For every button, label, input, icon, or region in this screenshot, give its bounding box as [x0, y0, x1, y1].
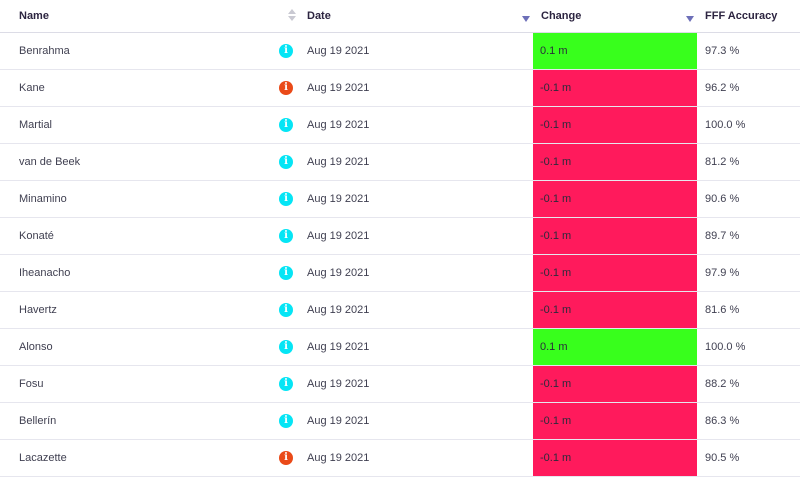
- change-date: Aug 19 2021: [307, 415, 370, 427]
- price-change-value: -0.1 m: [533, 292, 697, 328]
- table-row[interactable]: Martial i Aug 19 2021 -0.1 m 100.0 %: [0, 107, 800, 144]
- fff-accuracy-value: 89.7 %: [705, 230, 740, 242]
- change-date: Aug 19 2021: [307, 267, 370, 279]
- table-row[interactable]: Havertz i Aug 19 2021 -0.1 m 81.6 %: [0, 292, 800, 329]
- table-row[interactable]: Minamino i Aug 19 2021 -0.1 m 90.6 %: [0, 181, 800, 218]
- price-change-value: -0.1 m: [533, 218, 697, 254]
- fff-accuracy-value: 100.0 %: [705, 119, 746, 131]
- sort-descending-icon[interactable]: [522, 16, 530, 22]
- change-date: Aug 19 2021: [307, 452, 370, 464]
- column-header-change[interactable]: Change: [541, 10, 582, 22]
- sort-both-icon[interactable]: [287, 9, 297, 23]
- info-cyan-icon[interactable]: i: [279, 44, 293, 58]
- player-name[interactable]: Lacazette: [19, 452, 67, 464]
- change-date: Aug 19 2021: [307, 156, 370, 168]
- price-change-value: -0.1 m: [533, 255, 697, 291]
- fff-accuracy-value: 90.5 %: [705, 452, 740, 464]
- price-change-value: -0.1 m: [533, 70, 697, 106]
- change-date: Aug 19 2021: [307, 230, 370, 242]
- player-name[interactable]: Havertz: [19, 304, 57, 316]
- table-row[interactable]: Bellerín i Aug 19 2021 -0.1 m 86.3 %: [0, 403, 800, 440]
- info-cyan-icon[interactable]: i: [279, 266, 293, 280]
- player-name[interactable]: Alonso: [19, 341, 53, 353]
- table-header: Name Date Change FFF Accuracy: [0, 0, 800, 33]
- price-change-value: -0.1 m: [533, 107, 697, 143]
- price-change-value: -0.1 m: [533, 181, 697, 217]
- player-name[interactable]: Fosu: [19, 378, 44, 390]
- player-name[interactable]: Iheanacho: [19, 267, 71, 279]
- player-name[interactable]: Bellerín: [19, 415, 57, 427]
- sort-descending-icon[interactable]: [686, 16, 694, 22]
- price-change-value: -0.1 m: [533, 144, 697, 180]
- column-header-name[interactable]: Name: [19, 10, 49, 22]
- change-date: Aug 19 2021: [307, 82, 370, 94]
- fff-accuracy-value: 90.6 %: [705, 193, 740, 205]
- info-cyan-icon[interactable]: i: [279, 155, 293, 169]
- fff-accuracy-value: 97.3 %: [705, 45, 740, 57]
- player-name[interactable]: Benrahma: [19, 45, 70, 57]
- change-date: Aug 19 2021: [307, 119, 370, 131]
- table-row[interactable]: Lacazette i Aug 19 2021 -0.1 m 90.5 %: [0, 440, 800, 477]
- fff-accuracy-value: 88.2 %: [705, 378, 740, 390]
- price-change-value: -0.1 m: [533, 366, 697, 402]
- change-date: Aug 19 2021: [307, 341, 370, 353]
- fff-accuracy-value: 81.2 %: [705, 156, 740, 168]
- info-cyan-icon[interactable]: i: [279, 229, 293, 243]
- info-red-icon[interactable]: i: [279, 81, 293, 95]
- column-header-accuracy[interactable]: FFF Accuracy: [705, 10, 778, 22]
- change-date: Aug 19 2021: [307, 304, 370, 316]
- info-cyan-icon[interactable]: i: [279, 118, 293, 132]
- change-date: Aug 19 2021: [307, 193, 370, 205]
- table-row[interactable]: Kane i Aug 19 2021 -0.1 m 96.2 %: [0, 70, 800, 107]
- info-cyan-icon[interactable]: i: [279, 340, 293, 354]
- fff-accuracy-value: 97.9 %: [705, 267, 740, 279]
- change-date: Aug 19 2021: [307, 378, 370, 390]
- table-row[interactable]: van de Beek i Aug 19 2021 -0.1 m 81.2 %: [0, 144, 800, 181]
- fff-accuracy-value: 86.3 %: [705, 415, 740, 427]
- info-cyan-icon[interactable]: i: [279, 377, 293, 391]
- player-name[interactable]: Konaté: [19, 230, 54, 242]
- price-change-value: 0.1 m: [533, 329, 697, 365]
- table-row[interactable]: Benrahma i Aug 19 2021 0.1 m 97.3 %: [0, 33, 800, 70]
- player-name[interactable]: Martial: [19, 119, 53, 131]
- price-change-value: 0.1 m: [533, 33, 697, 69]
- info-cyan-icon[interactable]: i: [279, 414, 293, 428]
- price-change-value: -0.1 m: [533, 440, 697, 476]
- column-header-date[interactable]: Date: [307, 10, 331, 22]
- player-name[interactable]: van de Beek: [19, 156, 81, 168]
- change-date: Aug 19 2021: [307, 45, 370, 57]
- fff-accuracy-value: 100.0 %: [705, 341, 746, 353]
- fff-accuracy-value: 81.6 %: [705, 304, 740, 316]
- table-row[interactable]: Fosu i Aug 19 2021 -0.1 m 88.2 %: [0, 366, 800, 403]
- table-row[interactable]: Alonso i Aug 19 2021 0.1 m 100.0 %: [0, 329, 800, 366]
- info-red-icon[interactable]: i: [279, 451, 293, 465]
- table-row[interactable]: Iheanacho i Aug 19 2021 -0.1 m 97.9 %: [0, 255, 800, 292]
- table-row[interactable]: Konaté i Aug 19 2021 -0.1 m 89.7 %: [0, 218, 800, 255]
- info-cyan-icon[interactable]: i: [279, 192, 293, 206]
- player-name[interactable]: Kane: [19, 82, 45, 94]
- fff-accuracy-value: 96.2 %: [705, 82, 740, 94]
- info-cyan-icon[interactable]: i: [279, 303, 293, 317]
- price-change-value: -0.1 m: [533, 403, 697, 439]
- player-name[interactable]: Minamino: [19, 193, 67, 205]
